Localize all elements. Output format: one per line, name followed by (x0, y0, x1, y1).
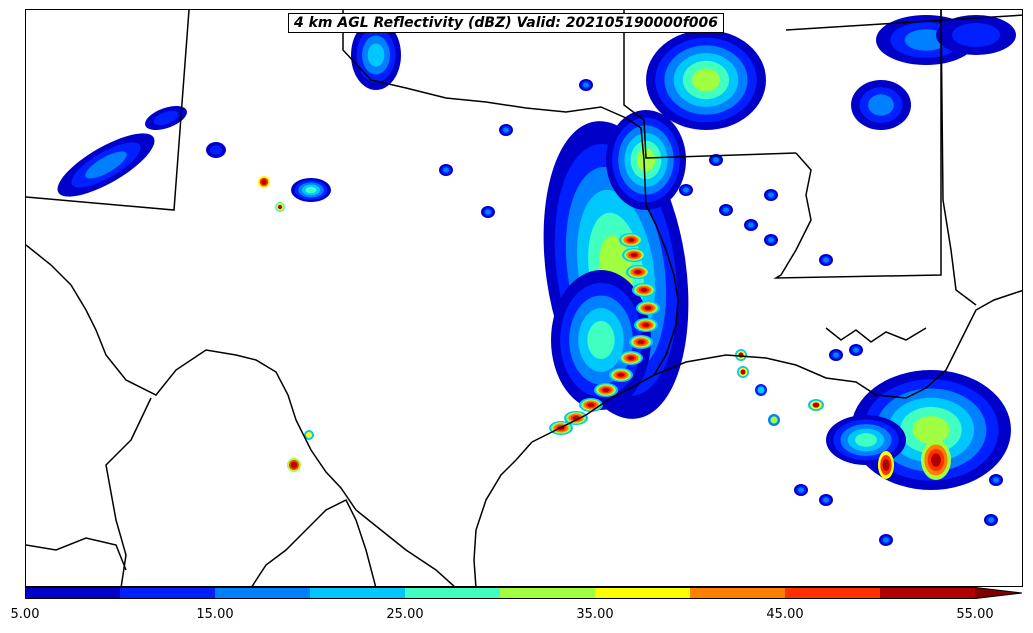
colorbar (25, 587, 1023, 599)
colorbar-tick-label: 5.00 (10, 607, 40, 622)
echo-cell (485, 209, 491, 215)
echo-cell (305, 186, 317, 194)
echo-cell (912, 416, 950, 444)
colorbar-segment (25, 587, 120, 599)
mississippi-river (773, 10, 942, 279)
echo-cell (798, 487, 804, 493)
echo-cell (587, 403, 595, 407)
reflectivity-layer (57, 15, 1016, 546)
la-coast-bayous (825, 327, 927, 343)
echo-cell (713, 157, 719, 163)
ms-al-border (940, 10, 977, 306)
echo-cell (642, 323, 650, 327)
colorbar-tick-label: 35.00 (576, 607, 614, 622)
echo-cell (634, 270, 642, 274)
mexico-state-3 (251, 498, 377, 586)
colorbar-extend-arrow (975, 587, 1022, 599)
echo-cell (723, 207, 729, 213)
echo-cell (640, 288, 648, 292)
nm-border (26, 10, 190, 211)
echo-cell (630, 253, 638, 257)
echo-cell (627, 356, 635, 360)
echo-cell (988, 517, 994, 523)
echo-cell (931, 453, 941, 467)
tx-la-border (643, 159, 679, 376)
ar-border (623, 10, 797, 159)
echo-cell (883, 537, 889, 543)
echo-cell (748, 222, 754, 228)
rio-grande (26, 244, 455, 586)
echo-cell (636, 148, 656, 172)
state-borders (26, 10, 1022, 586)
echo-cell (882, 459, 890, 471)
colorbar-segment (595, 587, 690, 599)
map-title: 4 km AGL Reflectivity (dBZ) Valid: 20210… (288, 13, 725, 33)
echo-cell (210, 145, 222, 155)
echo-cell (443, 167, 449, 173)
echo-cell (740, 369, 746, 375)
echo-cell (627, 238, 635, 242)
colorbar-segment (785, 587, 880, 599)
echo-cell (503, 127, 509, 133)
echo-cell (757, 386, 765, 394)
echo-cell (692, 68, 720, 92)
echo-cell (291, 462, 297, 468)
echo-cell (85, 151, 127, 179)
echo-cell (768, 237, 774, 243)
echo-cell (367, 43, 385, 67)
echo-cell (277, 204, 283, 210)
echo-cell (853, 347, 859, 353)
echo-cell (952, 23, 1000, 47)
echo-cell (812, 402, 820, 408)
reflectivity-map (26, 10, 1022, 586)
echo-cell (306, 432, 312, 438)
tx-ok-border (342, 10, 645, 161)
echo-cell (617, 373, 625, 377)
echo-cell (587, 320, 615, 360)
colorbar-segment (310, 587, 405, 599)
echo-cell (993, 477, 999, 483)
mexico-state-1 (105, 397, 152, 586)
colorbar-segment (690, 587, 785, 599)
ky-tn (785, 14, 1022, 31)
colorbar-tick-label: 45.00 (766, 607, 804, 622)
echo-cell (583, 82, 589, 88)
colorbar-segment (120, 587, 215, 599)
echo-cell (823, 497, 829, 503)
echo-cell (602, 388, 610, 392)
colorbar-segment (500, 587, 595, 599)
echo-cell (644, 306, 652, 310)
mexico-state-2 (26, 537, 127, 571)
echo-cell (153, 110, 179, 126)
colorbar-tick-label: 15.00 (196, 607, 234, 622)
map-panel (25, 9, 1023, 587)
echo-cell (683, 187, 689, 193)
echo-cell (855, 433, 877, 447)
echo-cell (261, 179, 267, 185)
echo-cell (823, 257, 829, 263)
colorbar-segment (215, 587, 310, 599)
gulf-coast (531, 289, 1022, 443)
echo-cell (833, 352, 839, 358)
colorbar-segment (880, 587, 975, 599)
colorbar-segment (405, 587, 500, 599)
colorbar-tick-label: 25.00 (386, 607, 424, 622)
tx-coast-south (473, 441, 533, 586)
echo-cell (637, 340, 645, 344)
echo-cell (770, 416, 778, 424)
echo-cell (868, 94, 894, 116)
echo-cell (768, 192, 774, 198)
colorbar-tick-label: 55.00 (956, 607, 994, 622)
